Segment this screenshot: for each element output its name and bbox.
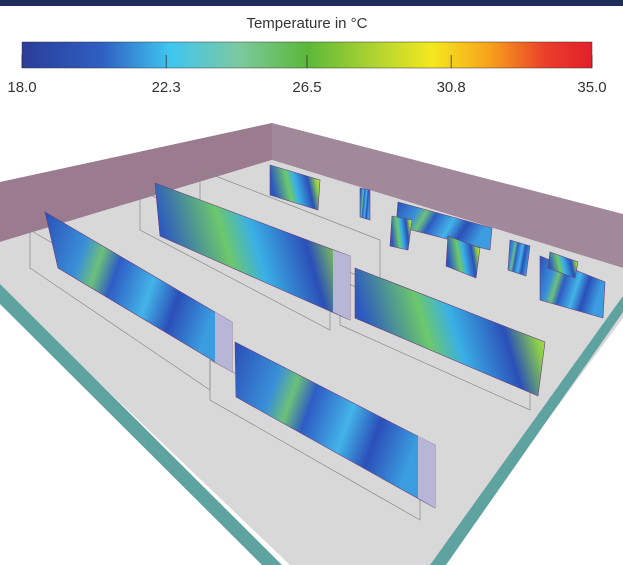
top-band [0, 0, 623, 6]
tick-label: 22.3 [152, 79, 181, 96]
rack-end [333, 250, 350, 320]
colorbar-title: Temperature in °C [246, 15, 367, 32]
tick-label: 35.0 [577, 79, 606, 96]
rack-end [215, 312, 232, 372]
rack-end [418, 436, 435, 508]
rack-unit [390, 216, 412, 250]
page: {"colorbar": {"title": "Temperature in °… [0, 0, 623, 565]
tick-label: 26.5 [292, 79, 321, 96]
tick-label: 30.8 [437, 79, 466, 96]
tick-label: 18.0 [7, 79, 36, 96]
scene: Temperature in °C 18.0 22.3 26.5 30.8 35.0 [0, 0, 623, 565]
rack-unit [360, 188, 370, 220]
rack-unit [508, 240, 530, 276]
